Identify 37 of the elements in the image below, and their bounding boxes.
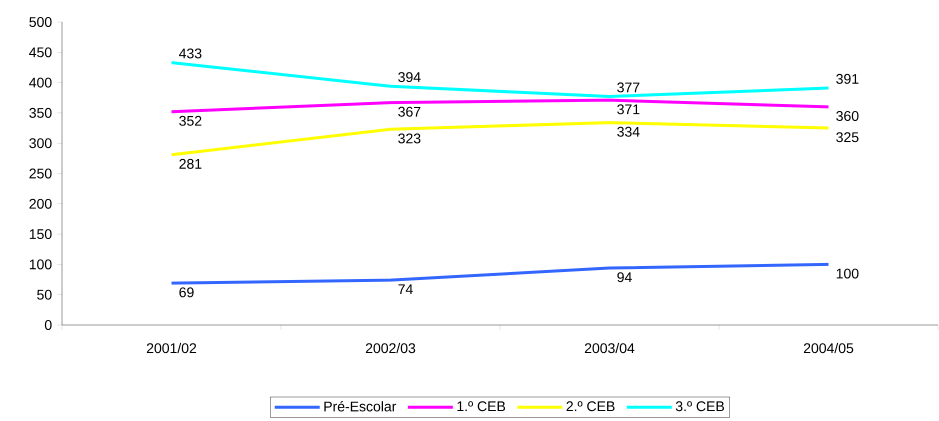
data-label: 394 bbox=[398, 72, 421, 82]
legend-label: 3.º CEB bbox=[676, 401, 724, 412]
data-label: 69 bbox=[179, 287, 194, 298]
legend-label: 2.º CEB bbox=[566, 401, 615, 412]
y-tick-label: 200 bbox=[29, 198, 52, 209]
y-tick-label: 150 bbox=[30, 229, 52, 240]
data-label: 352 bbox=[179, 116, 202, 126]
data-label: 391 bbox=[836, 74, 858, 84]
x-tick-label: 2001/02 bbox=[146, 342, 196, 354]
data-label: 74 bbox=[398, 284, 413, 294]
y-tick-label: 350 bbox=[29, 108, 52, 118]
y-tick-label: 50 bbox=[37, 290, 52, 300]
data-label: 360 bbox=[836, 111, 859, 121]
x-tick-label: 2003/04 bbox=[584, 342, 634, 354]
data-label: 433 bbox=[179, 48, 202, 58]
data-label: 281 bbox=[179, 158, 202, 169]
data-label: 371 bbox=[617, 104, 640, 114]
line-series bbox=[170, 262, 830, 285]
x-tick-label: 2002/03 bbox=[366, 342, 416, 354]
y-tick-label: 450 bbox=[29, 47, 52, 58]
data-label: 367 bbox=[398, 106, 420, 117]
legend-label: Pré-Escolar bbox=[324, 401, 396, 412]
y-tick-label: 400 bbox=[29, 78, 52, 88]
data-label: 323 bbox=[398, 133, 420, 144]
y-tick-label: 500 bbox=[29, 17, 52, 27]
y-tick-label: 300 bbox=[29, 138, 52, 148]
line-series bbox=[170, 61, 830, 98]
x-tick-label: 2004/05 bbox=[804, 342, 854, 354]
y-tick-label: 100 bbox=[30, 259, 52, 270]
data-label: 377 bbox=[617, 82, 640, 92]
y-tick-label: 0 bbox=[44, 320, 52, 330]
legend-label: 1.º CEB bbox=[457, 401, 506, 412]
data-label: 94 bbox=[617, 272, 632, 282]
data-label: 334 bbox=[617, 126, 640, 137]
data-label: 325 bbox=[836, 132, 858, 142]
data-label: 100 bbox=[836, 268, 859, 279]
y-tick-label: 250 bbox=[29, 168, 52, 178]
